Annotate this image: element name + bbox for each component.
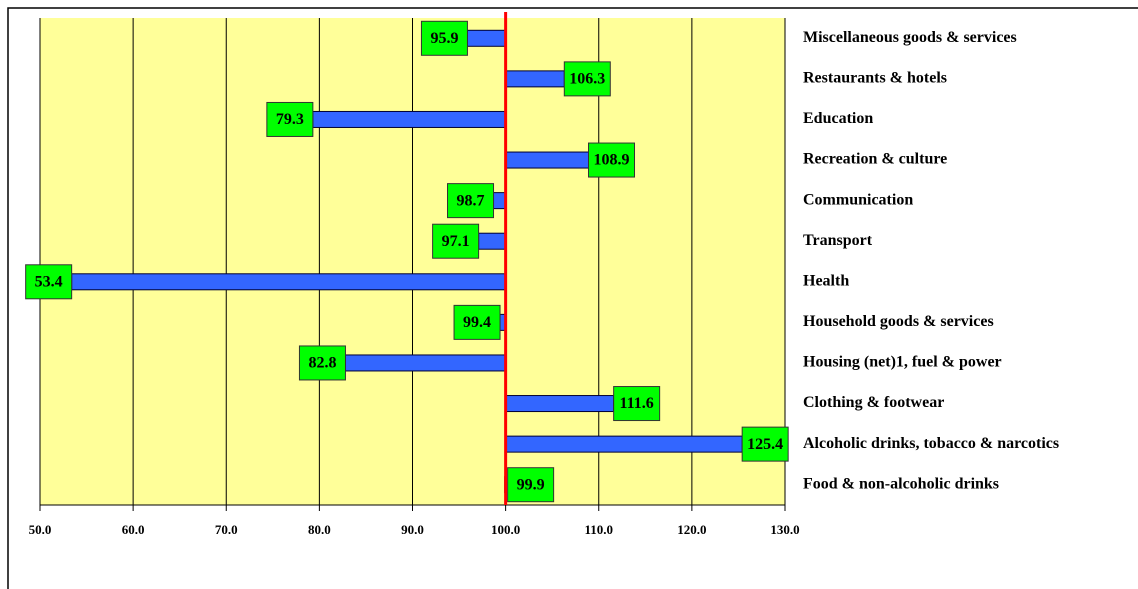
category-label: Communication — [803, 191, 913, 208]
value-label: 79.3 — [276, 111, 304, 128]
value-label: 98.7 — [457, 192, 485, 209]
x-tick-label: 70.0 — [215, 522, 238, 537]
x-tick-label: 120.0 — [677, 522, 706, 537]
bar — [505, 435, 743, 453]
category-label: Restaurants & hotels — [803, 70, 947, 87]
category-label: Recreation & culture — [803, 151, 947, 168]
value-label-box — [298, 345, 346, 381]
value-label: 99.4 — [463, 314, 491, 331]
category-label: Miscellaneous goods & services — [803, 29, 1017, 46]
value-label: 99.9 — [517, 476, 545, 493]
category-label: Transport — [803, 232, 873, 249]
bar — [344, 354, 507, 372]
value-label-box — [613, 386, 661, 422]
value-label-box — [563, 61, 611, 97]
bar — [493, 192, 507, 210]
category-label: Clothing & footwear — [803, 394, 944, 411]
value-label-box — [453, 304, 501, 340]
value-label-box — [432, 223, 480, 259]
x-tick-label: 90.0 — [401, 522, 424, 537]
x-tick-label: 100.0 — [491, 522, 520, 537]
value-label-box — [266, 101, 314, 137]
value-label: 97.1 — [442, 233, 470, 250]
bar — [478, 232, 507, 250]
bar — [505, 395, 615, 413]
value-label: 111.6 — [620, 395, 654, 412]
value-label-box — [507, 467, 555, 503]
category-label: Food & non-alcoholic drinks — [803, 475, 999, 492]
category-label: Household goods & services — [803, 313, 994, 330]
value-label-box — [447, 183, 495, 219]
category-label: Housing (net)1, fuel & power — [803, 354, 1002, 371]
category-label: Health — [803, 272, 849, 289]
bar — [505, 151, 590, 169]
category-label: Education — [803, 110, 873, 127]
bar — [505, 70, 565, 88]
value-label-box — [25, 264, 73, 300]
x-tick-label: 110.0 — [584, 522, 613, 537]
x-tick-label: 80.0 — [308, 522, 331, 537]
category-label: Alcoholic drinks, tobacco & narcotics — [803, 435, 1059, 452]
value-label: 95.9 — [430, 30, 458, 47]
x-tick-label: 130.0 — [770, 522, 799, 537]
value-label: 108.9 — [594, 152, 630, 169]
bar — [71, 273, 507, 291]
chart-frame — [7, 7, 1138, 589]
bar — [312, 110, 507, 128]
value-label-box — [588, 142, 636, 178]
value-label-box — [420, 20, 468, 56]
value-label: 106.3 — [569, 71, 605, 88]
x-tick-label: 50.0 — [29, 522, 52, 537]
value-label-box — [741, 426, 789, 462]
bar — [466, 29, 507, 47]
value-label: 125.4 — [747, 436, 783, 453]
value-label: 53.4 — [35, 273, 63, 290]
x-tick-label: 60.0 — [122, 522, 145, 537]
value-label: 82.8 — [308, 355, 336, 372]
